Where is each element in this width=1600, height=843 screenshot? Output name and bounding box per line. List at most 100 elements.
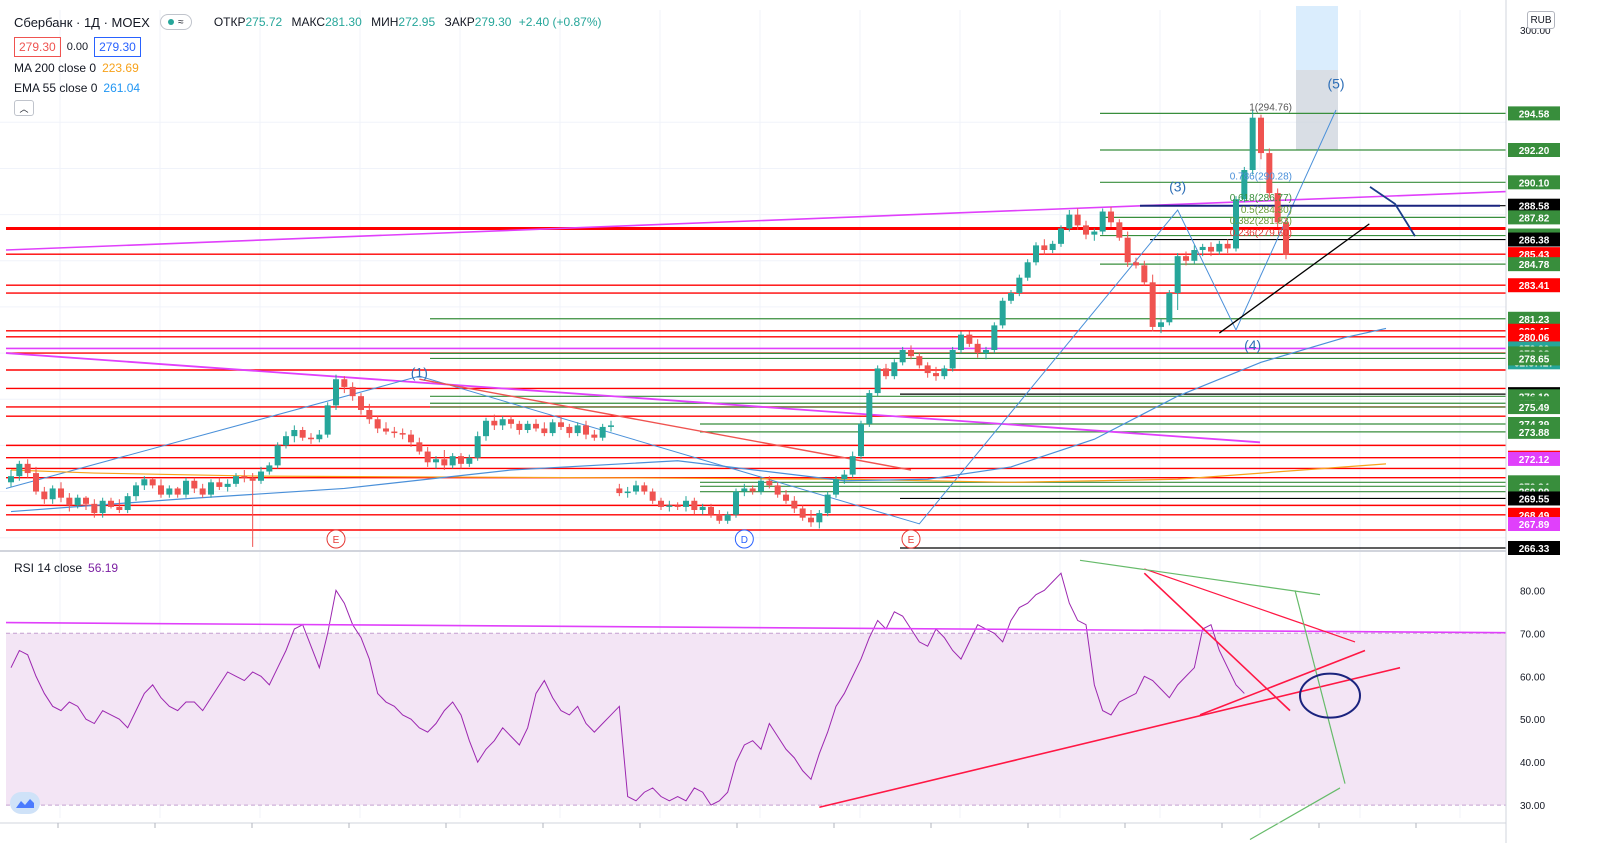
candle-body — [149, 479, 156, 486]
candle-body — [416, 442, 423, 452]
ema-indicator-legend[interactable]: EMA 55 close 0 261.04 — [14, 78, 602, 98]
candle-body — [624, 491, 631, 494]
candle-body — [1083, 225, 1089, 235]
candle-body — [74, 497, 81, 506]
price-label-text: 266.33 — [1519, 544, 1550, 555]
symbol-title[interactable]: Сбербанк · 1Д · MOEX — [14, 14, 150, 30]
candle-body — [733, 491, 739, 515]
candle-body — [1208, 246, 1214, 252]
tradingview-logo-icon[interactable] — [10, 792, 40, 814]
open-value: 275.72 — [245, 15, 283, 29]
candle-body — [1183, 256, 1189, 261]
candle-body — [574, 425, 581, 434]
wave-label: (5) — [1327, 75, 1344, 91]
candle-body — [1024, 262, 1031, 278]
price-label-badge — [1508, 311, 1560, 326]
price-label-text: 286.38 — [1519, 236, 1550, 247]
candle-body — [1133, 262, 1139, 266]
price-label-text: 269.55 — [1519, 494, 1550, 505]
candle-body — [33, 473, 39, 492]
candle-body — [366, 410, 373, 420]
candle-body — [1266, 153, 1273, 194]
candle-body — [1008, 293, 1014, 301]
price-label-text: 290.10 — [1519, 178, 1550, 189]
rsi-red-trendline — [1143, 572, 1291, 712]
candle-body — [708, 506, 714, 515]
price-label-text: 294.58 — [1519, 109, 1550, 120]
collapse-arrows-icon[interactable]: ︿ — [14, 100, 34, 116]
event-marker-icon — [901, 529, 921, 549]
price-label-badge — [1508, 143, 1560, 157]
currency-button[interactable]: RUB — [1527, 11, 1555, 29]
wave-line — [5, 109, 1337, 525]
close-value: 279.30 — [474, 15, 512, 29]
red-trendline — [419, 378, 912, 471]
ema55-line — [10, 327, 1387, 513]
candle-body — [58, 488, 64, 498]
candle-body — [1016, 277, 1023, 294]
candle-body — [491, 420, 498, 426]
ema-value: 261.04 — [103, 81, 141, 95]
price-label-text: 281.23 — [1519, 315, 1550, 326]
rsi-tick-label: 30.00 — [1520, 801, 1545, 812]
market-status-badge[interactable]: ≈ — [159, 14, 192, 30]
candle-body — [274, 445, 281, 466]
rsi-tick-label: 50.00 — [1520, 715, 1545, 726]
ema-label: EMA 55 close 0 — [14, 81, 98, 95]
candle-body — [91, 503, 98, 514]
candle-body — [316, 434, 323, 440]
fib-zone — [1296, 70, 1338, 150]
candle-body — [241, 476, 248, 478]
change-value: +2.40 (+0.87%) — [518, 15, 602, 29]
candle-body — [933, 373, 939, 377]
rsi-legend[interactable]: RSI 14 close 56.19 — [14, 561, 118, 575]
rsi-red-trendline — [1199, 649, 1366, 716]
rsi-tick-label: 70.00 — [1520, 629, 1545, 640]
candle-body — [166, 488, 173, 495]
candle-body — [1116, 222, 1123, 238]
candle-body — [583, 425, 589, 435]
price-label-text: 288.58 — [1519, 202, 1550, 213]
candle-body — [958, 334, 964, 350]
candle-body — [183, 480, 189, 495]
fib-label: 0.236(279.60) — [1230, 228, 1292, 239]
price-label-badge — [1508, 491, 1560, 506]
candle-body — [566, 426, 573, 434]
candle-body — [599, 426, 606, 438]
ohlc-values: ОТКР275.72 МАКС281.30 МИН272.95 ЗАКР279.… — [208, 15, 602, 29]
rsi-label: RSI 14 close — [14, 561, 83, 575]
rsi-green-trendline — [1294, 590, 1346, 784]
candle-body — [716, 514, 723, 521]
candle-body — [674, 505, 681, 507]
fib-label: 0.618(286.77) — [1230, 193, 1292, 204]
rsi-tick-label: 80.00 — [1520, 586, 1545, 597]
candle-body — [383, 428, 389, 432]
price-label-text: 280.06 — [1519, 333, 1550, 344]
candle-body — [216, 482, 223, 487]
candle-body — [1249, 117, 1256, 170]
candle-body — [408, 434, 414, 443]
rsi-red-trendline — [1144, 568, 1356, 643]
price-label-badge — [1508, 198, 1560, 213]
candle-body — [658, 500, 664, 507]
magenta-trendline — [5, 190, 1507, 251]
candle-body — [1241, 170, 1248, 200]
candle-body — [966, 334, 973, 344]
candle-body — [774, 485, 781, 495]
buy-price-button[interactable]: 279.30 — [94, 37, 141, 57]
candle-body — [608, 425, 614, 427]
price-label-badge — [1508, 210, 1560, 225]
candle-body — [391, 431, 398, 434]
candle-body — [941, 368, 948, 377]
candle-body — [349, 386, 356, 397]
event-marker-icon — [326, 529, 346, 549]
candle-body — [433, 459, 439, 463]
status-dot-icon — [168, 19, 175, 25]
candle-body — [691, 500, 698, 510]
sell-price-button[interactable]: 279.30 — [14, 37, 61, 57]
event-marker-label: E — [333, 535, 340, 546]
price-label-text: 284.78 — [1519, 260, 1550, 271]
wave-label: (4) — [1244, 337, 1261, 353]
ma-indicator-legend[interactable]: MA 200 close 0 223.69 — [14, 58, 602, 78]
